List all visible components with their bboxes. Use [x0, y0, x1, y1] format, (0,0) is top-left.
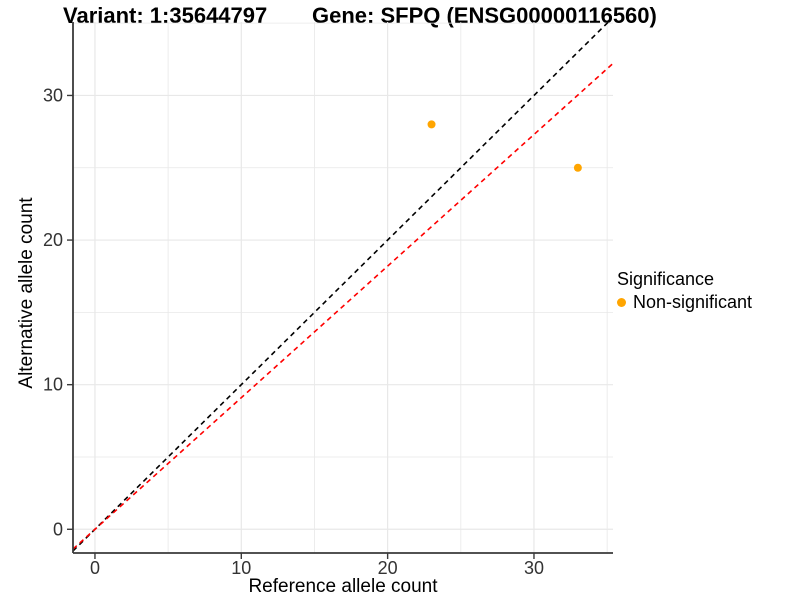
data-point — [573, 163, 582, 172]
x-tick-label: 20 — [378, 558, 398, 578]
legend: Significance Non-significant — [617, 268, 752, 313]
gene-title: Gene: SFPQ (ENSG00000116560) — [312, 3, 657, 28]
y-tick-label: 0 — [53, 519, 63, 539]
variant-title: Variant: 1:35644797 — [63, 3, 268, 28]
legend-item-non-significant: Non-significant — [617, 292, 752, 313]
x-axis-title: Reference allele count — [248, 576, 438, 597]
y-tick-label: 30 — [43, 85, 63, 105]
expected-ratio-line — [73, 62, 613, 550]
y-tick-label: 20 — [43, 230, 63, 250]
legend-item-label: Non-significant — [633, 292, 753, 312]
identity-line — [73, 22, 610, 552]
legend-point-icon — [617, 298, 626, 307]
x-tick-label: 30 — [524, 558, 544, 578]
x-tick-label: 10 — [231, 558, 251, 578]
y-axis-title: Alternative allele count — [16, 197, 37, 389]
data-point — [427, 120, 436, 129]
y-tick-label: 10 — [43, 375, 63, 395]
legend-title: Significance — [617, 269, 715, 289]
x-tick-label: 0 — [90, 558, 100, 578]
